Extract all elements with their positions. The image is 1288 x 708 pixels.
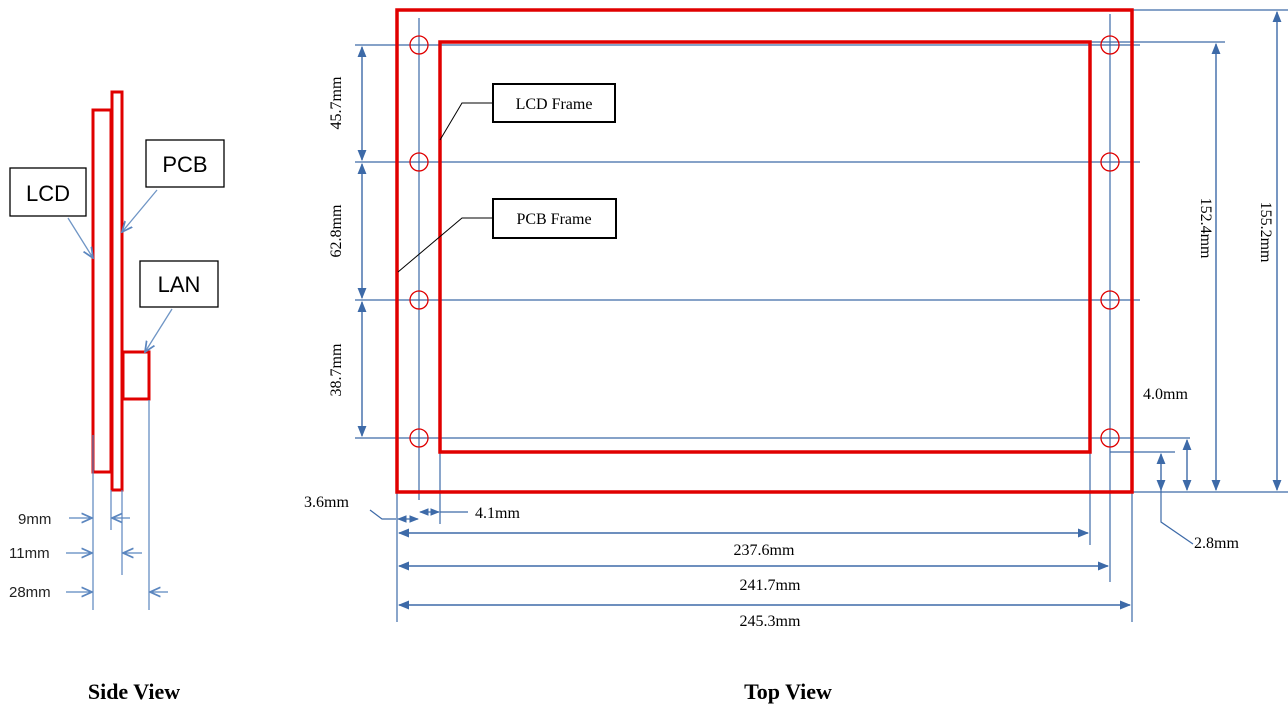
side-pcb-label: PCB (162, 152, 207, 177)
mounting-hole (1100, 152, 1120, 172)
dim-4-1-label: 4.1mm (475, 505, 520, 522)
side-lan-body (121, 350, 151, 401)
dim-45-7-label: 45.7mm (328, 76, 345, 129)
side-view: LCD PCB LAN 9mm 11mm 28mm Side View (9, 90, 225, 704)
lcd-frame-leader (439, 102, 493, 141)
mounting-hole (409, 35, 429, 55)
dim-4-0-label: 4.0mm (1143, 386, 1188, 403)
dim-241-7-label: 241.7mm (740, 577, 801, 594)
side-lan-label-box (139, 260, 219, 308)
mounting-hole (1100, 428, 1120, 448)
pcb-frame-label: PCB Frame (516, 211, 591, 228)
mounting-hole (409, 290, 429, 310)
dim-155-2-label: 155.2mm (1257, 202, 1274, 263)
dim-2-8-label: 2.8mm (1194, 535, 1239, 552)
side-view-title: Side View (88, 679, 180, 704)
side-lcd-label: LCD (26, 181, 70, 206)
side-lcd-leader (67, 217, 93, 258)
side-pcb-leader (122, 189, 158, 232)
mounting-hole (1100, 35, 1120, 55)
pcb-frame-outline (395, 8, 1134, 494)
lcd-frame-label: LCD Frame (516, 96, 593, 113)
side-dim-9mm: 9mm (18, 511, 51, 528)
dim-2-8-leader (1160, 490, 1194, 545)
lcd-frame-outline (438, 40, 1092, 454)
top-view-title: Top View (744, 679, 832, 704)
dim-62-8-label: 62.8mm (328, 204, 345, 257)
dim-237-6-label: 237.6mm (734, 542, 795, 559)
lcd-frame-label-box (492, 83, 616, 123)
dim-38-7-label: 38.7mm (328, 343, 345, 396)
side-lan-label: LAN (158, 272, 201, 297)
top-view: LCD Frame PCB Frame 45.7mm 62.8mm 38.7mm… (304, 8, 1288, 704)
side-dim-28mm: 28mm (9, 584, 51, 601)
dim-245-3-label: 245.3mm (740, 613, 801, 630)
side-lcd-body (91, 108, 113, 474)
mounting-hole (1100, 290, 1120, 310)
mounting-hole (409, 428, 429, 448)
side-pcb-label-box (145, 139, 225, 188)
pcb-frame-leader (397, 217, 493, 273)
dim-3-6-label: 3.6mm (304, 494, 349, 511)
side-pcb-body (110, 90, 124, 492)
mounting-hole (409, 152, 429, 172)
side-lcd-label-box (9, 167, 87, 217)
dim-3-6-leader (369, 509, 396, 520)
pcb-frame-label-box (492, 198, 617, 239)
side-lan-leader (145, 308, 173, 352)
dim-152-4-label: 152.4mm (1197, 198, 1214, 259)
side-dim-11mm: 11mm (9, 545, 50, 562)
